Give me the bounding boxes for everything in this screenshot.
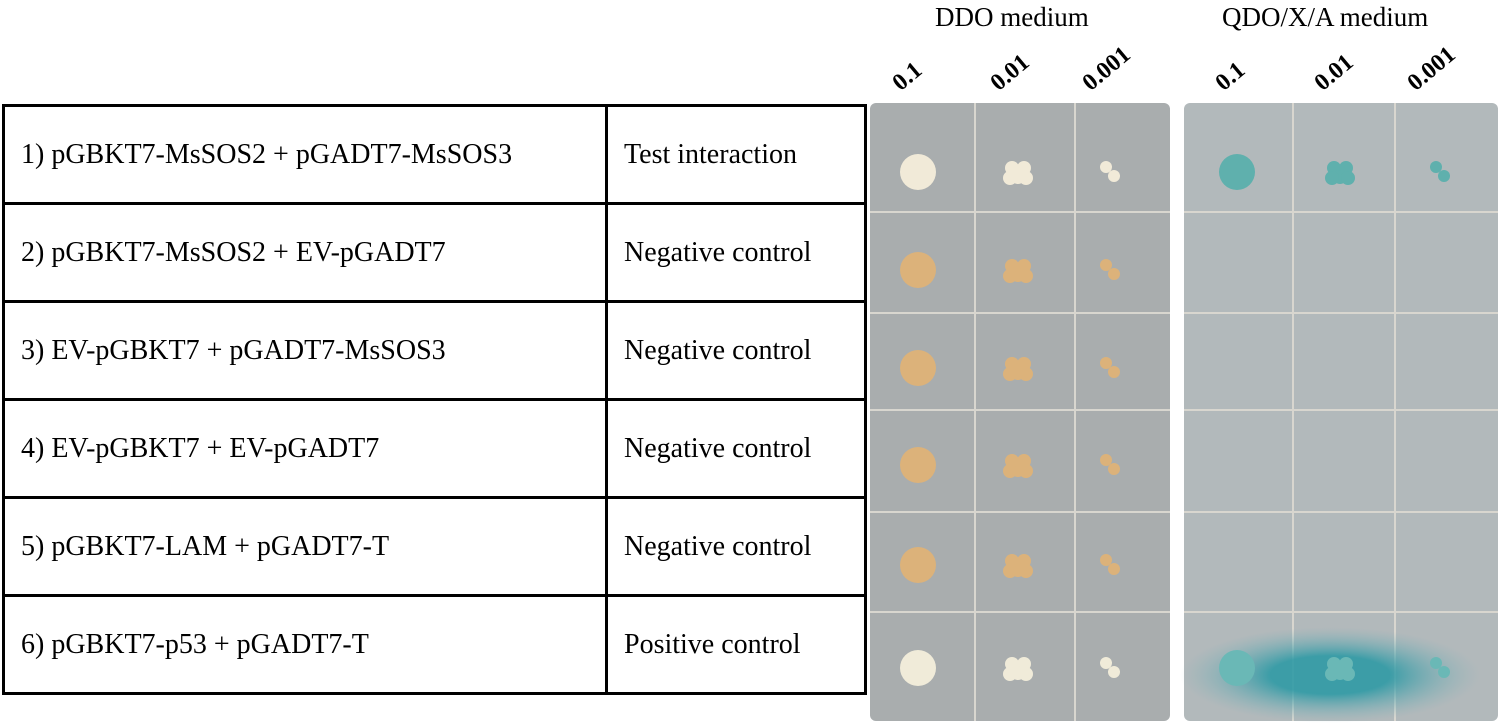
colony [1003, 564, 1017, 578]
colony [1003, 464, 1017, 478]
colony [1100, 454, 1112, 466]
table-row: 6) pGBKT7-p53 + pGADT7-T Positive control [2, 594, 867, 695]
construct-cell: 4) EV-pGBKT7 + EV-pGADT7 [2, 398, 608, 499]
table-row: 2) pGBKT7-MsSOS2 + EV-pGADT7 Negative con… [2, 202, 867, 303]
colony [900, 447, 936, 483]
construct-cell: 2) pGBKT7-MsSOS2 + EV-pGADT7 [2, 202, 608, 303]
colony [1438, 170, 1450, 182]
colony [1430, 657, 1442, 669]
colony [1019, 269, 1033, 283]
colony [1341, 171, 1355, 185]
colony [1430, 161, 1442, 173]
colony [1325, 171, 1339, 185]
description-cell: Negative control [605, 398, 867, 499]
construct-cell: 1) pGBKT7-MsSOS2 + pGADT7-MsSOS3 [2, 104, 608, 205]
colony [1219, 154, 1255, 190]
qdo-plate [1184, 103, 1498, 721]
colony [1019, 171, 1033, 185]
colony [1108, 463, 1120, 475]
colony [1100, 357, 1112, 369]
description-cell: Positive control [605, 594, 867, 695]
qdo-header: QDO/X/A medium [1222, 2, 1429, 32]
colony [1108, 666, 1120, 678]
colony [1100, 259, 1112, 271]
colony [1108, 563, 1120, 575]
table-row: 3) EV-pGBKT7 + pGADT7-MsSOS3 Negative con… [2, 300, 867, 401]
colony [1003, 667, 1017, 681]
colony [900, 350, 936, 386]
colony [1100, 554, 1112, 566]
description-cell: Negative control [605, 300, 867, 401]
description-cell: Test interaction [605, 104, 867, 205]
table-row: 5) pGBKT7-LAM + pGADT7-T Negative control [2, 496, 867, 597]
ddo-plate [870, 103, 1170, 721]
colony [1003, 367, 1017, 381]
colony [1019, 564, 1033, 578]
colony [1003, 269, 1017, 283]
colony [1100, 161, 1112, 173]
colony [1108, 366, 1120, 378]
colony [900, 650, 936, 686]
construct-cell: 6) pGBKT7-p53 + pGADT7-T [2, 594, 608, 695]
colony [900, 252, 936, 288]
colony [900, 154, 936, 190]
construct-cell: 3) EV-pGBKT7 + pGADT7-MsSOS3 [2, 300, 608, 401]
ddo-header: DDO medium [935, 2, 1089, 32]
colony [1108, 170, 1120, 182]
table-row: 4) EV-pGBKT7 + EV-pGADT7 Negative control [2, 398, 867, 499]
colony [1108, 268, 1120, 280]
colony [900, 547, 936, 583]
colony [1019, 464, 1033, 478]
colony [1003, 171, 1017, 185]
colony [1219, 650, 1255, 686]
colony [1019, 667, 1033, 681]
table-row: 1) pGBKT7-MsSOS2 + pGADT7-MsSOS3 Test int… [2, 104, 867, 205]
colony [1325, 667, 1339, 681]
construct-table: 1) pGBKT7-MsSOS2 + pGADT7-MsSOS3 Test int… [2, 104, 867, 695]
colony [1100, 657, 1112, 669]
colony [1438, 666, 1450, 678]
colony [1019, 367, 1033, 381]
description-cell: Negative control [605, 202, 867, 303]
description-cell: Negative control [605, 496, 867, 597]
colony [1341, 667, 1355, 681]
construct-cell: 5) pGBKT7-LAM + pGADT7-T [2, 496, 608, 597]
